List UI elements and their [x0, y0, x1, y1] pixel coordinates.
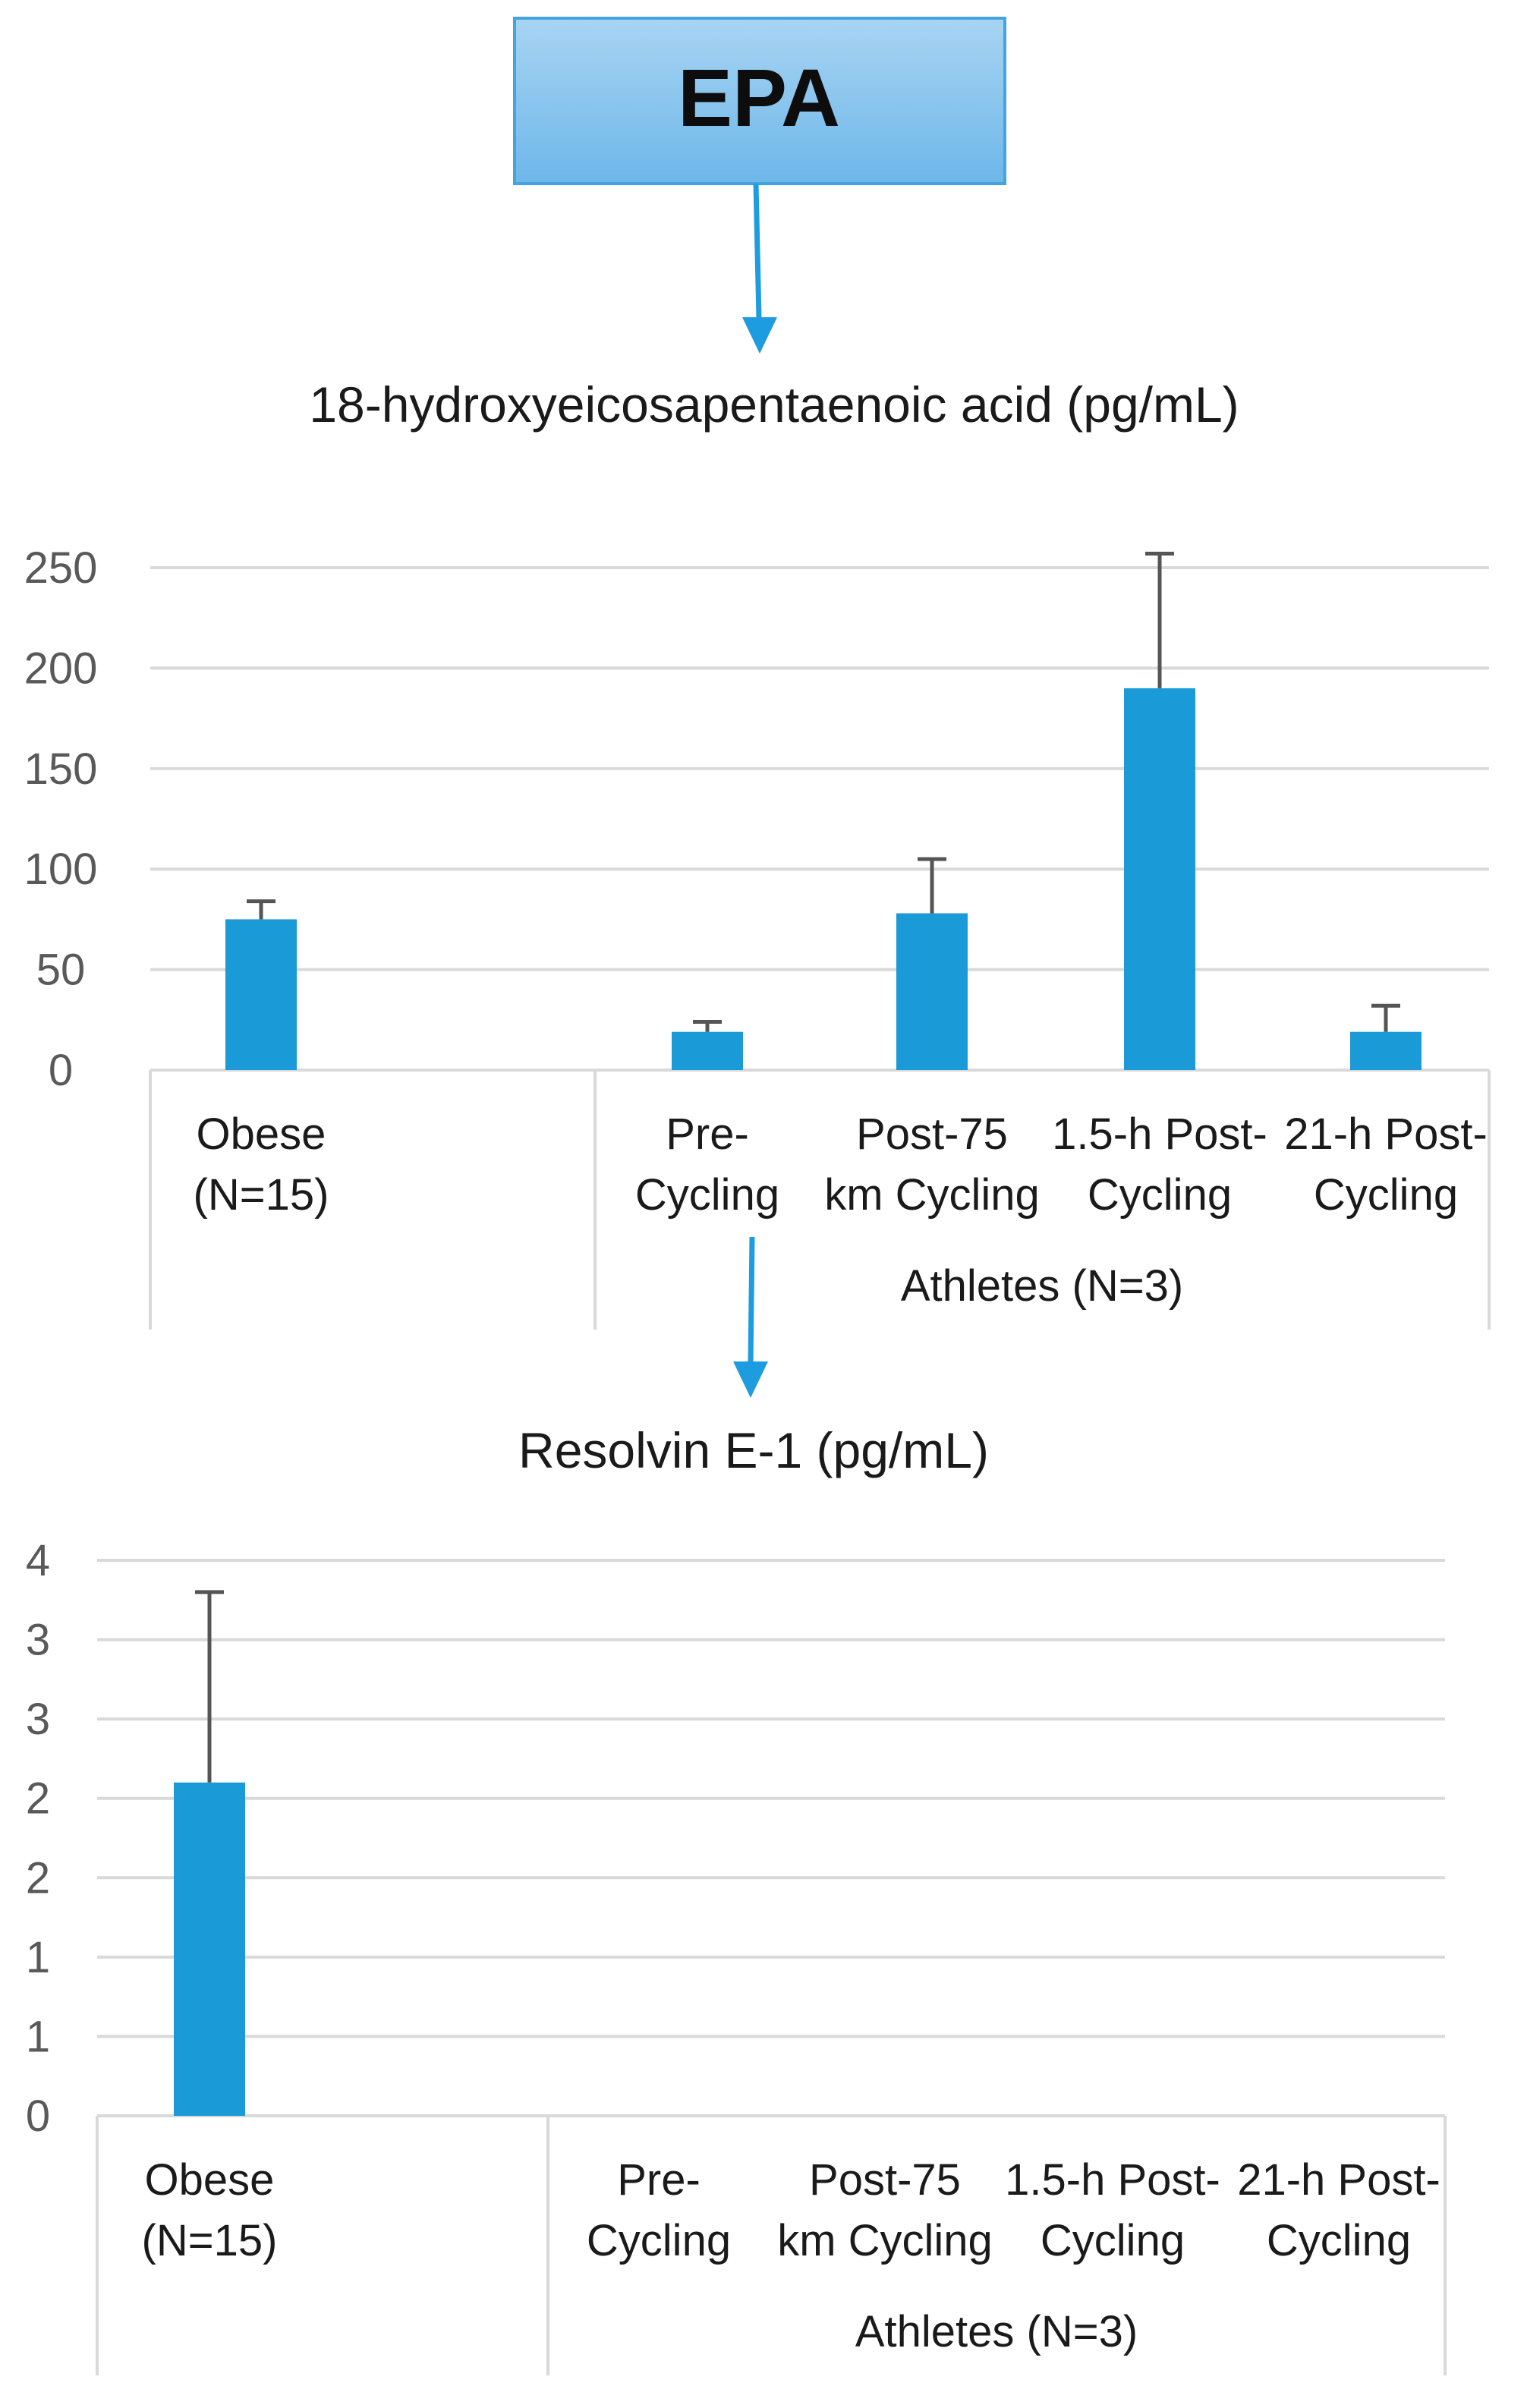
- category-label: Cycling: [1041, 2216, 1185, 2265]
- bar: [174, 1782, 245, 2116]
- category-label: km Cycling: [824, 1170, 1040, 1220]
- category-label: Post-75: [809, 2155, 961, 2205]
- y-tick-label: 0: [26, 2092, 50, 2141]
- category-label: 21-h Post-: [1284, 1110, 1488, 1159]
- group-label: Athletes (N=3): [855, 2307, 1138, 2356]
- bar: [1124, 688, 1195, 1070]
- bar: [1350, 1031, 1422, 1070]
- category-label: 1.5-h Post-: [1052, 1110, 1267, 1159]
- y-tick-label: 2: [26, 1853, 50, 1903]
- category-label: (N=15): [194, 1170, 329, 1220]
- category-label: 1.5-h Post-: [1005, 2155, 1220, 2205]
- chart-title: 18-hydroxyeicosapentaenoic acid (pg/mL): [309, 376, 1239, 433]
- bar: [672, 1031, 743, 1070]
- category-label: Obese: [197, 1110, 326, 1159]
- y-tick-label: 200: [24, 644, 98, 693]
- y-tick-label: 50: [36, 946, 86, 995]
- category-label: Cycling: [1267, 2216, 1411, 2265]
- y-tick-label: 250: [24, 543, 98, 593]
- y-tick-label: 1: [26, 2012, 50, 2061]
- epa-header-box: EPA: [513, 17, 1006, 185]
- epa-box-label: EPA: [678, 52, 840, 143]
- category-label: Cycling: [1314, 1170, 1458, 1220]
- y-tick-label: 1: [26, 1933, 50, 1982]
- chart-title: Resolvin E-1 (pg/mL): [518, 1422, 989, 1478]
- y-tick-label: 0: [49, 1046, 73, 1095]
- category-label: Cycling: [1088, 1170, 1232, 1220]
- group-label: Athletes (N=3): [901, 1261, 1183, 1311]
- category-label: km Cycling: [777, 2216, 993, 2265]
- category-label: Pre-: [666, 1110, 749, 1159]
- y-tick-label: 2: [26, 1774, 50, 1824]
- arrow-to-chart-1: [742, 183, 777, 354]
- category-label: (N=15): [142, 2216, 278, 2265]
- category-label: Pre-: [617, 2155, 701, 2205]
- bar: [896, 913, 968, 1070]
- y-tick-label: 150: [24, 744, 98, 794]
- chart-18-hepe: 18-hydroxyeicosapentaenoic acid (pg/mL) …: [24, 376, 1491, 1330]
- y-tick-label: 100: [24, 845, 98, 894]
- y-tick-label: 3: [26, 1616, 50, 1665]
- arrow-to-chart-2: [733, 1236, 768, 1398]
- category-label: Post-75: [856, 1110, 1008, 1159]
- category-label: Cycling: [635, 1170, 779, 1220]
- category-label: Obese: [145, 2155, 275, 2205]
- category-label: 21-h Post-: [1237, 2155, 1440, 2205]
- y-tick-label: 3: [26, 1695, 50, 1744]
- epa-box-rect: [513, 17, 1006, 185]
- category-label: Cycling: [587, 2216, 731, 2265]
- chart-resolvin-e1: Resolvin E-1 (pg/mL) 0 1 1 2 2 3 3 4 Obese (N=15…: [26, 1422, 1447, 2375]
- y-tick-label: 4: [26, 1536, 50, 1585]
- bar: [225, 919, 297, 1070]
